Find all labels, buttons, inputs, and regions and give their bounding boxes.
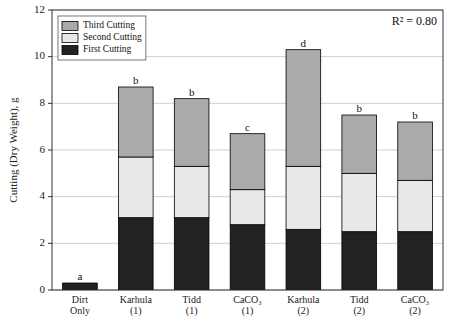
legend-swatch (62, 34, 78, 43)
x-tick-label-line: (1) (186, 305, 198, 317)
y-tick (48, 10, 52, 11)
bar-segment (230, 225, 265, 290)
bar-segment (63, 283, 98, 284)
y-tick-label: 0 (40, 283, 46, 295)
annotation: R² = 0.80 (392, 14, 437, 28)
bar-segment (118, 157, 153, 218)
bar-segment (174, 99, 209, 167)
bar-segment (230, 134, 265, 190)
grid-line (52, 103, 443, 104)
y-tick-label: 10 (34, 49, 46, 61)
x-tick-label-line: (2) (353, 305, 365, 317)
bar-label: d (301, 37, 307, 49)
bar-segment (342, 232, 377, 290)
bar-segment (174, 166, 209, 217)
y-axis-label: Cutting (Dry Weight), g (7, 97, 20, 203)
bar-segment (342, 115, 377, 173)
bar-segment (398, 122, 433, 180)
x-tick-label-line: (1) (242, 305, 254, 317)
x-tick-label: CaCO₃(2) (401, 294, 430, 317)
y-tick (48, 243, 52, 244)
bar-segment (398, 180, 433, 231)
x-tick-label-line: (2) (298, 305, 310, 317)
x-tick-label-line: Only (70, 305, 90, 316)
x-tick-label: CaCO₃(1) (233, 294, 262, 317)
bar-segment (398, 232, 433, 290)
x-tick-label-line: Karhula (287, 294, 320, 305)
y-tick-label: 8 (40, 96, 46, 108)
x-tick-label: DirtOnly (70, 294, 90, 316)
chart: 024681012DirtOnlyKarhula(1)Tidd(1)CaCO₃(… (0, 0, 453, 326)
x-tick-label-line: Tidd (182, 294, 201, 305)
x-tick-label-line: Dirt (72, 294, 88, 305)
legend-label: Third Cutting (83, 20, 135, 30)
bar-label: c (245, 121, 250, 133)
x-tick-label-line: CaCO₃ (233, 294, 262, 305)
legend-label: Second Cutting (83, 32, 142, 42)
legend-label: First Cutting (83, 44, 132, 54)
x-tick-label-line: (1) (130, 305, 142, 317)
bar-segment (174, 218, 209, 290)
x-tick-label: Karhula(2) (287, 294, 320, 317)
bar-label: b (189, 86, 195, 98)
y-tick-label: 2 (40, 236, 46, 248)
bar-segment (342, 173, 377, 231)
x-tick-label-line: CaCO₃ (401, 294, 430, 305)
bar-segment (230, 190, 265, 225)
legend-swatch (62, 46, 78, 55)
bar-segment (63, 283, 98, 290)
y-tick (48, 290, 52, 291)
y-tick (48, 150, 52, 151)
bar-segment (286, 50, 321, 167)
y-tick (48, 196, 52, 197)
x-tick-label-line: Tidd (350, 294, 369, 305)
x-tick-label: Tidd(1) (182, 294, 201, 317)
y-tick-label: 12 (34, 3, 45, 15)
legend-frame (58, 16, 146, 60)
plot-frame (52, 10, 443, 290)
bar-segment (118, 218, 153, 290)
bar-segment (118, 87, 153, 157)
bar-label: b (412, 109, 418, 121)
y-tick (48, 56, 52, 57)
y-tick (48, 103, 52, 104)
legend: Third Cutting Second Cutting First Cutting (58, 16, 146, 60)
bar-label: b (356, 102, 362, 114)
bar-segment (286, 166, 321, 229)
x-tick-label: Tidd(2) (350, 294, 369, 317)
x-tick-label-line: (2) (409, 305, 421, 317)
bar-label: b (133, 74, 139, 86)
x-tick-label: Karhula(1) (120, 294, 153, 317)
y-tick-label: 4 (40, 189, 46, 201)
x-tick-label-line: Karhula (120, 294, 153, 305)
grid (52, 10, 443, 290)
bars (63, 50, 433, 290)
bar-segment (63, 283, 98, 284)
legend-swatch (62, 22, 78, 31)
bar-label: a (77, 270, 82, 282)
bar-segment (286, 229, 321, 290)
y-tick-label: 6 (40, 143, 46, 155)
